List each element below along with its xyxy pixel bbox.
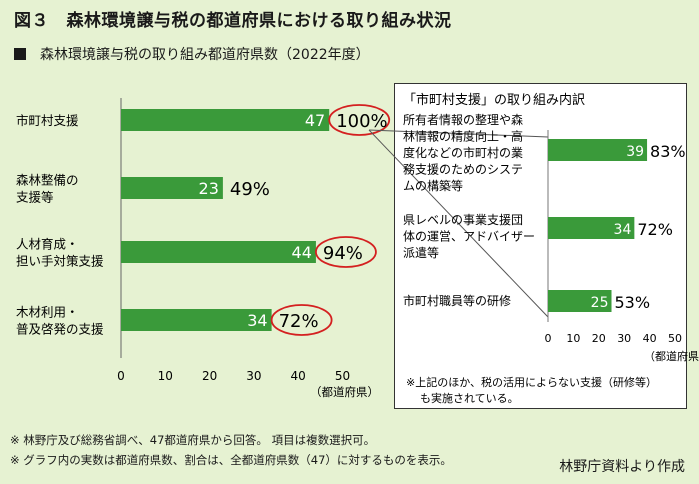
- main-bar-value-label: 23: [199, 179, 219, 198]
- subtitle-bullet-square: [14, 48, 26, 60]
- main-category-label: 人材育成・: [16, 237, 79, 252]
- main-bar: [121, 109, 330, 131]
- main-percent-label: 94%: [323, 243, 363, 264]
- connector-line-lower: [368, 129, 549, 318]
- main-x-tick-label: 30: [246, 369, 261, 383]
- main-percent-label: 100%: [336, 111, 387, 132]
- inset-x-tick-label: 10: [566, 332, 580, 345]
- inset-category-label: 市町村職員等の研修: [403, 293, 511, 308]
- inset-x-axis-label: （都道府県）: [644, 349, 699, 363]
- footnote-2: ※ グラフ内の実数は都道府県数、割合は、全都道府県数（47）に対するものを表示。: [10, 453, 452, 467]
- inset-bar: [548, 217, 635, 239]
- figure-title: 図３ 森林環境譲与税の都道府県における取り組み状況: [14, 11, 452, 31]
- figure-subtitle: 森林環境譲与税の取り組み都道府県数（2022年度）: [40, 47, 370, 63]
- inset-note-line: ※上記のほか、税の活用によらない支援（研修等）: [406, 375, 657, 389]
- main-bar-value-label: 44: [292, 243, 312, 262]
- main-x-tick-label: 10: [158, 369, 173, 383]
- inset-category-label: 派遣等: [403, 245, 439, 260]
- main-bar: [121, 309, 272, 331]
- main-bar: [121, 241, 316, 263]
- main-category-label: 森林整備の: [16, 173, 79, 188]
- main-category-label: 担い手対策支援: [16, 254, 104, 269]
- footnote-1: ※ 林野庁及び総務省調べ、47都道府県から回答。 項目は複数選択可。: [10, 433, 376, 447]
- inset-percent-label: 72%: [637, 220, 673, 239]
- inset-title: 「市町村支援」の取り組み内訳: [403, 92, 585, 108]
- inset-note-line: も実施されている。: [420, 391, 519, 405]
- main-percent-label: 49%: [230, 179, 270, 200]
- main-category-label: 支援等: [16, 190, 54, 205]
- inset-category-label: 県レベルの事業支援団: [403, 213, 523, 227]
- main-highlight-ellipse: [270, 304, 333, 336]
- main-percent-label: 72%: [279, 311, 319, 332]
- connector-line-upper: [368, 129, 549, 138]
- inset-x-tick-label: 50: [668, 332, 682, 345]
- inset-category-label: 務支援のためのシステ: [403, 163, 523, 177]
- inset-x-tick-label: 20: [592, 332, 606, 345]
- main-category-label: 普及啓発の支援: [16, 322, 104, 337]
- main-category-label: 木材利用・: [16, 305, 79, 320]
- inset-bar-value-label: 39: [626, 144, 644, 160]
- main-x-tick-label: 40: [291, 369, 306, 383]
- inset-category-label: 林情報の精度向上・高: [403, 129, 523, 144]
- inset-x-tick-label: 0: [545, 332, 552, 345]
- main-highlight-ellipse: [315, 236, 377, 268]
- inset-category-label: 体の運営、アドバイザー: [403, 230, 535, 244]
- main-x-axis-label: （都道府県）: [310, 385, 379, 399]
- inset-category-label: ムの構築等: [403, 178, 463, 193]
- inset-bar: [548, 290, 612, 312]
- inset-x-tick-label: 40: [643, 332, 657, 345]
- main-highlight-ellipse: [328, 104, 391, 136]
- inset-x-tick-label: 30: [617, 332, 631, 345]
- inset-category-label: 度化などの市町村の業: [403, 145, 523, 160]
- main-x-tick-label: 0: [117, 369, 125, 383]
- inset-bar-value-label: 34: [614, 222, 632, 238]
- inset-percent-label: 53%: [615, 293, 651, 312]
- main-bar-value-label: 47: [305, 111, 325, 130]
- inset-bar: [548, 139, 648, 161]
- source-credit: 林野庁資料より作成: [559, 459, 685, 475]
- inset-category-label: 所有者情報の整理や森: [403, 112, 523, 127]
- main-bar: [121, 177, 223, 199]
- main-category-label: 市町村支援: [16, 113, 79, 128]
- main-x-tick-label: 50: [335, 369, 350, 383]
- inset-bar-value-label: 25: [591, 295, 609, 311]
- main-bar-value-label: 34: [247, 311, 267, 330]
- main-x-tick-label: 20: [202, 369, 217, 383]
- inset-percent-label: 83%: [650, 142, 686, 161]
- inset-panel: [394, 83, 687, 409]
